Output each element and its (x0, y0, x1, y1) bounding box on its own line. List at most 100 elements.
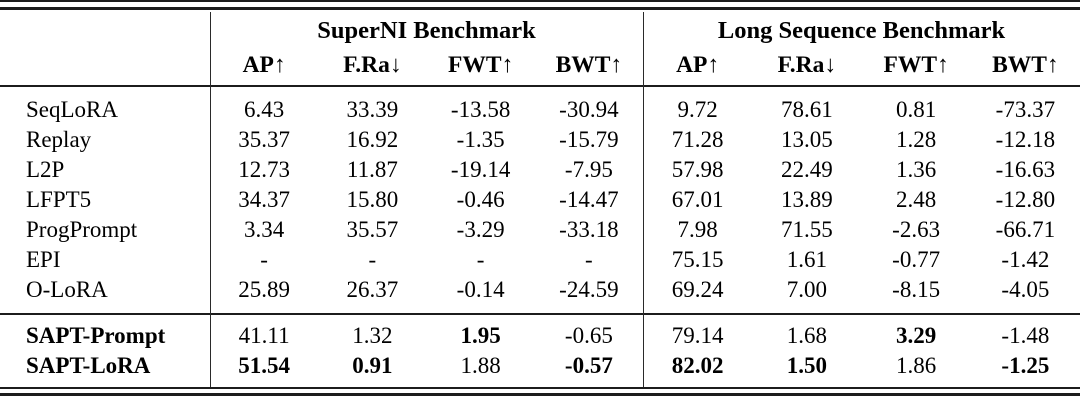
top-rule-thin (0, 0, 1080, 2)
value-cell: -8.15 (892, 277, 941, 302)
value-cell: 78.61 (781, 97, 833, 122)
value-cell: -0.65 (564, 323, 613, 348)
value-cell: 67.01 (671, 187, 724, 212)
value-cell: 1.28 (896, 127, 937, 152)
value-cell: 26.37 (346, 277, 399, 302)
column-separator (209, 12, 211, 387)
column-separator (642, 12, 644, 387)
value-cell: 1.50 (786, 353, 827, 378)
value-cell: 7.00 (786, 277, 827, 302)
value-cell: 13.05 (781, 127, 833, 152)
value-cell: - (476, 247, 485, 272)
value-cell: -15.79 (559, 127, 619, 152)
value-cell: 12.73 (238, 157, 290, 182)
table-row: LFPT5 34.37 15.80 -0.46 -14.47 67.01 13.89 2.48… (0, 185, 1080, 215)
value-cell: 13.89 (781, 187, 833, 212)
table-row: SAPT-Prompt 41.11 1.32 1.95 -0.65 79.14 1.68 3.… (0, 321, 1080, 351)
value-cell: -30.94 (559, 97, 619, 122)
table-row: EPI - - - - 75.15 1.61 -0.77 -1.42 (0, 245, 1080, 275)
value-cell: 16.92 (346, 127, 399, 152)
value-cell: 51.54 (238, 353, 290, 378)
value-cell: 71.28 (671, 127, 724, 152)
group-title-long-sequence: Long Sequence Benchmark (717, 17, 1006, 44)
value-cell: -2.63 (892, 217, 941, 242)
col-header-fwt: FWT↑ (883, 52, 949, 78)
value-cell: - (368, 247, 377, 272)
value-cell: 75.15 (671, 247, 724, 272)
value-cell: - (585, 247, 593, 272)
value-cell: 1.61 (786, 247, 827, 272)
value-cell: 3.29 (896, 323, 937, 348)
method-name: O-LoRA (26, 277, 108, 302)
method-name: L2P (26, 157, 65, 182)
value-cell: -19.14 (450, 157, 511, 182)
value-cell: 1.32 (352, 323, 393, 348)
value-cell: 1.36 (896, 157, 937, 182)
value-cell: 71.55 (781, 217, 833, 242)
table-row: Replay 35.37 16.92 -1.35 -15.79 71.28 13.05 1.2… (0, 125, 1080, 155)
col-header-fra: F.Ra↓ (777, 52, 837, 78)
value-cell: 22.49 (781, 157, 833, 182)
value-cell: 1.95 (460, 323, 501, 348)
value-cell: 34.37 (238, 187, 290, 212)
bottom-rule-thin (0, 387, 1080, 389)
value-cell: 1.68 (786, 323, 827, 348)
value-cell: 35.37 (238, 127, 290, 152)
value-cell: 1.86 (896, 353, 937, 378)
method-name: SAPT-Prompt (26, 323, 166, 348)
table-row: ProgPrompt 3.34 35.57 -3.29 -33.18 7.98 71.55 -… (0, 215, 1080, 245)
value-cell: 57.98 (671, 157, 724, 182)
method-name: Replay (26, 127, 92, 152)
value-cell: -16.63 (995, 157, 1056, 182)
value-cell: -1.48 (1001, 323, 1050, 348)
value-cell: 2.48 (896, 187, 937, 212)
value-cell: 7.98 (677, 217, 718, 242)
value-cell: 33.39 (346, 97, 399, 122)
value-cell: -7.95 (564, 157, 613, 182)
value-cell: -12.80 (995, 187, 1056, 212)
value-cell: -3.29 (456, 217, 505, 242)
col-header-bwt: BWT↑ (555, 52, 623, 78)
value-cell: 82.02 (671, 353, 724, 378)
value-cell: -1.25 (1001, 353, 1050, 378)
value-cell: -1.35 (456, 127, 505, 152)
value-cell: 9.72 (677, 97, 718, 122)
value-cell: -0.14 (456, 277, 505, 302)
value-cell: 1.88 (460, 353, 501, 378)
value-cell: -66.71 (995, 217, 1056, 242)
value-cell: -0.46 (456, 187, 505, 212)
group-header-row: SuperNI Benchmark Long Sequence Benchmar… (0, 10, 1080, 48)
method-name: SeqLoRA (26, 97, 118, 122)
value-cell: 25.89 (238, 277, 290, 302)
value-cell: 35.57 (346, 217, 399, 242)
value-cell: 11.87 (346, 157, 398, 182)
col-header-fra: F.Ra↓ (343, 52, 402, 78)
corner-cell (0, 10, 210, 52)
top-rule-thick (0, 7, 1080, 10)
sapt-methods-section: SAPT-Prompt 41.11 1.32 1.95 -0.65 79.14 1.68 3.… (0, 315, 1080, 387)
col-header-fwt: FWT↑ (447, 52, 514, 78)
value-cell: -73.37 (995, 97, 1056, 122)
value-cell: 15.80 (346, 187, 399, 212)
method-name: ProgPrompt (26, 217, 138, 242)
col-header-ap: AP↑ (242, 52, 286, 78)
group-title-superni: SuperNI Benchmark (317, 17, 536, 44)
value-cell: -33.18 (559, 217, 619, 242)
value-cell: -12.18 (995, 127, 1056, 152)
table-row: L2P 12.73 11.87 -19.14 -7.95 57.98 22.49 1.36 -1… (0, 155, 1080, 185)
value-cell: 79.14 (671, 323, 724, 348)
value-cell: 3.34 (244, 217, 285, 242)
value-cell: -0.77 (892, 247, 941, 272)
value-cell: 69.24 (671, 277, 724, 302)
value-cell: -24.59 (559, 277, 619, 302)
corner-cell (0, 48, 210, 85)
col-header-ap: AP↑ (676, 52, 720, 78)
value-cell: 0.91 (352, 353, 393, 378)
value-cell: 6.43 (244, 97, 285, 122)
bottom-rule-thick (0, 393, 1080, 396)
method-name: LFPT5 (26, 187, 92, 212)
value-cell: -1.42 (1001, 247, 1050, 272)
method-name: SAPT-LoRA (26, 353, 151, 378)
method-name: EPI (26, 247, 61, 272)
